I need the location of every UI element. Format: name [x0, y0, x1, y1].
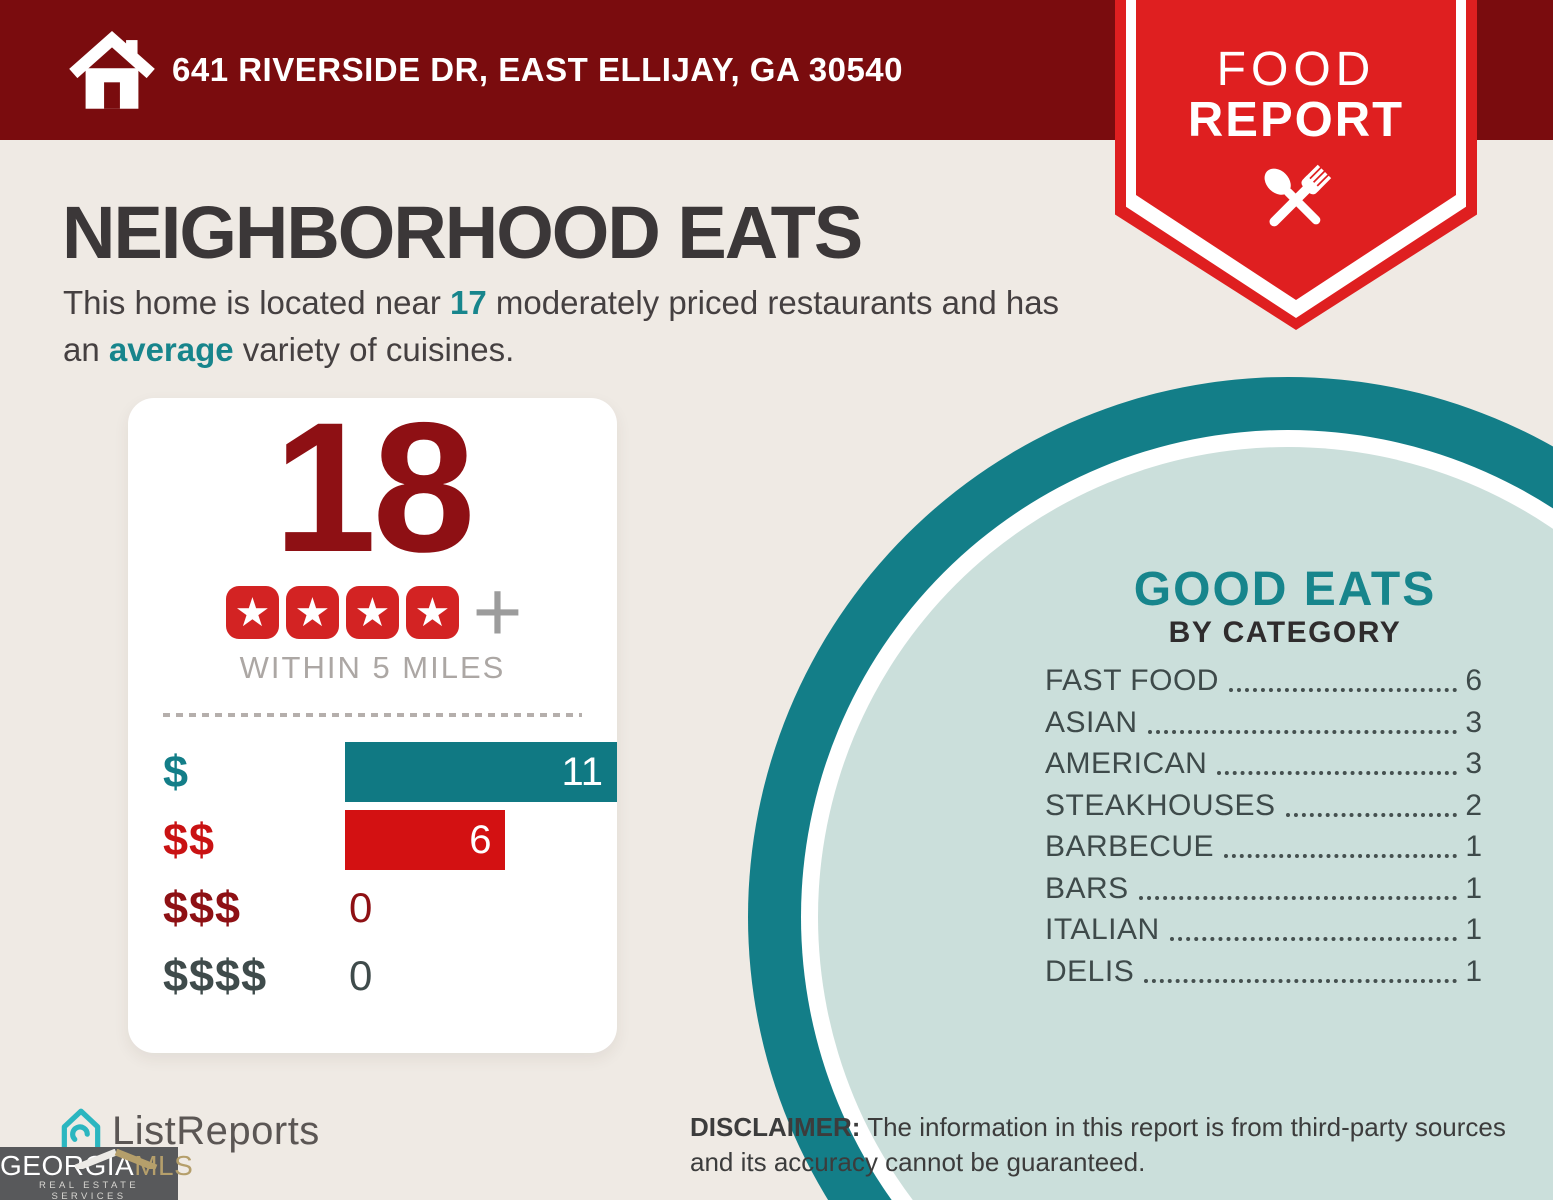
bar-track: 0: [345, 946, 617, 1006]
category-row: ITALIAN 1: [1045, 913, 1482, 947]
price-level-label: $: [163, 746, 190, 797]
ribbon-title-food: FOOD: [1216, 43, 1376, 96]
category-count: 1: [1465, 954, 1482, 988]
price-level-row: $ 11: [163, 742, 617, 802]
listreports-wordmark: ListReports: [112, 1108, 320, 1153]
category-label: STEAKHOUSES: [1045, 788, 1276, 822]
price-level-row: $$$$ 0: [163, 946, 617, 1006]
property-address: 641 RIVERSIDE DR, EAST ELLIJAY, GA 30540: [172, 51, 903, 88]
price-level-label: $$$: [163, 882, 242, 933]
radius-caption: WITHIN 5 MILES: [239, 650, 506, 685]
dotted-leader: [1169, 937, 1458, 941]
dotted-leader: [1147, 729, 1458, 734]
category-list: FAST FOOD 6 ASIAN 3 AMERICAN 3 STEAKHOUS…: [1045, 664, 1482, 1000]
good-eats-title: GOOD EATS: [1133, 563, 1437, 616]
star-rating: ★ ★ ★ ★ +: [128, 564, 617, 660]
star-icon: ★: [285, 586, 339, 639]
plus-sign: +: [472, 564, 523, 660]
category-label: DELIS: [1045, 954, 1135, 988]
disclaimer-label: DISCLAIMER:: [690, 1112, 861, 1142]
crossed-spoon-fork-icon: [1264, 164, 1332, 227]
bar-track: 11: [345, 742, 617, 802]
dotted-leader: [1224, 854, 1458, 858]
dashed-divider: [163, 713, 582, 717]
category-label: FAST FOOD: [1045, 664, 1219, 697]
category-count: 1: [1465, 913, 1482, 946]
category-label: ITALIAN: [1045, 913, 1160, 946]
intro-text: variety of cuisines.: [233, 330, 515, 368]
category-count: 1: [1465, 871, 1482, 905]
category-row: BARS 1: [1045, 872, 1482, 906]
dotted-leader: [1285, 812, 1458, 817]
star-icon: ★: [225, 586, 279, 639]
price-level-label: $$: [163, 814, 216, 865]
category-row: STEAKHOUSES 2: [1045, 789, 1482, 823]
category-row: DELIS 1: [1045, 955, 1482, 989]
variety-highlight: average: [108, 330, 234, 368]
price-level-label: $$$$: [163, 950, 268, 1001]
category-count: 2: [1465, 788, 1482, 822]
mls-wordmark: GEORGIAMLS: [0, 1152, 193, 1180]
star-tiles: ★ ★ ★ ★: [222, 586, 462, 639]
category-count: 3: [1465, 705, 1482, 739]
restaurant-count-highlight: 17: [450, 284, 487, 321]
category-row: BARBECUE 1: [1045, 830, 1482, 864]
category-label: AMERICAN: [1045, 747, 1208, 780]
category-row: AMERICAN 3: [1045, 747, 1482, 781]
disclaimer: DISCLAIMER: The information in this repo…: [690, 1110, 1520, 1180]
price-level-row: $$$ 0: [163, 878, 617, 938]
category-count: 1: [1465, 830, 1482, 863]
price-level-row: $$ 6: [163, 810, 617, 870]
listreports-logo: ListReports: [58, 1106, 320, 1156]
georgia-mls-logo: GEORGIAMLS REAL ESTATE SERVICES: [0, 1147, 193, 1200]
page-title: NEIGHBORHOOD EATS: [62, 191, 863, 274]
mls-tagline: REAL ESTATE SERVICES: [38, 1180, 140, 1200]
star-icon: ★: [405, 586, 459, 639]
bar-track: 6: [345, 810, 617, 870]
category-label: BARBECUE: [1045, 830, 1215, 863]
dotted-leader: [1138, 895, 1458, 900]
category-row: FAST FOOD 6: [1045, 664, 1482, 698]
intro-text: This home is located near: [63, 284, 451, 321]
dotted-leader: [1228, 688, 1458, 692]
star-icon: ★: [345, 586, 399, 639]
price-level-bar-chart: $ 11 $$ 6: [163, 742, 617, 1014]
zero-value: 0: [349, 884, 373, 931]
listreports-house-icon: [61, 1108, 101, 1154]
category-row: ASIAN 3: [1045, 706, 1482, 740]
bar: 11: [345, 742, 617, 802]
category-count: 6: [1465, 664, 1482, 697]
category-label: ASIAN: [1045, 705, 1138, 739]
mls-roof-icon: [74, 1149, 158, 1169]
home-icon: [69, 30, 155, 109]
ribbon-title-report: REPORT: [1187, 93, 1405, 147]
bar-value: 6: [469, 817, 492, 862]
bar-track: 0: [345, 878, 617, 938]
zero-value: 0: [349, 952, 373, 999]
intro-text: moderately priced restaurants and has an: [63, 284, 1060, 368]
restaurant-stats-card: 18 ★ ★ ★ ★ + WITHIN 5 MILES $: [128, 385, 617, 1053]
category-label: BARS: [1045, 871, 1129, 905]
disclaimer-text: The information in this report is from t…: [690, 1112, 1506, 1178]
dotted-leader: [1217, 771, 1458, 775]
restaurant-count: 18: [273, 385, 476, 591]
good-eats-subtitle: BY CATEGORY: [1168, 616, 1402, 649]
bar: 6: [345, 810, 506, 870]
category-count: 3: [1465, 747, 1482, 780]
intro-sentence: This home is located near 17 moderately …: [63, 280, 1083, 374]
bar-value: 11: [561, 749, 603, 794]
dotted-leader: [1144, 978, 1458, 983]
